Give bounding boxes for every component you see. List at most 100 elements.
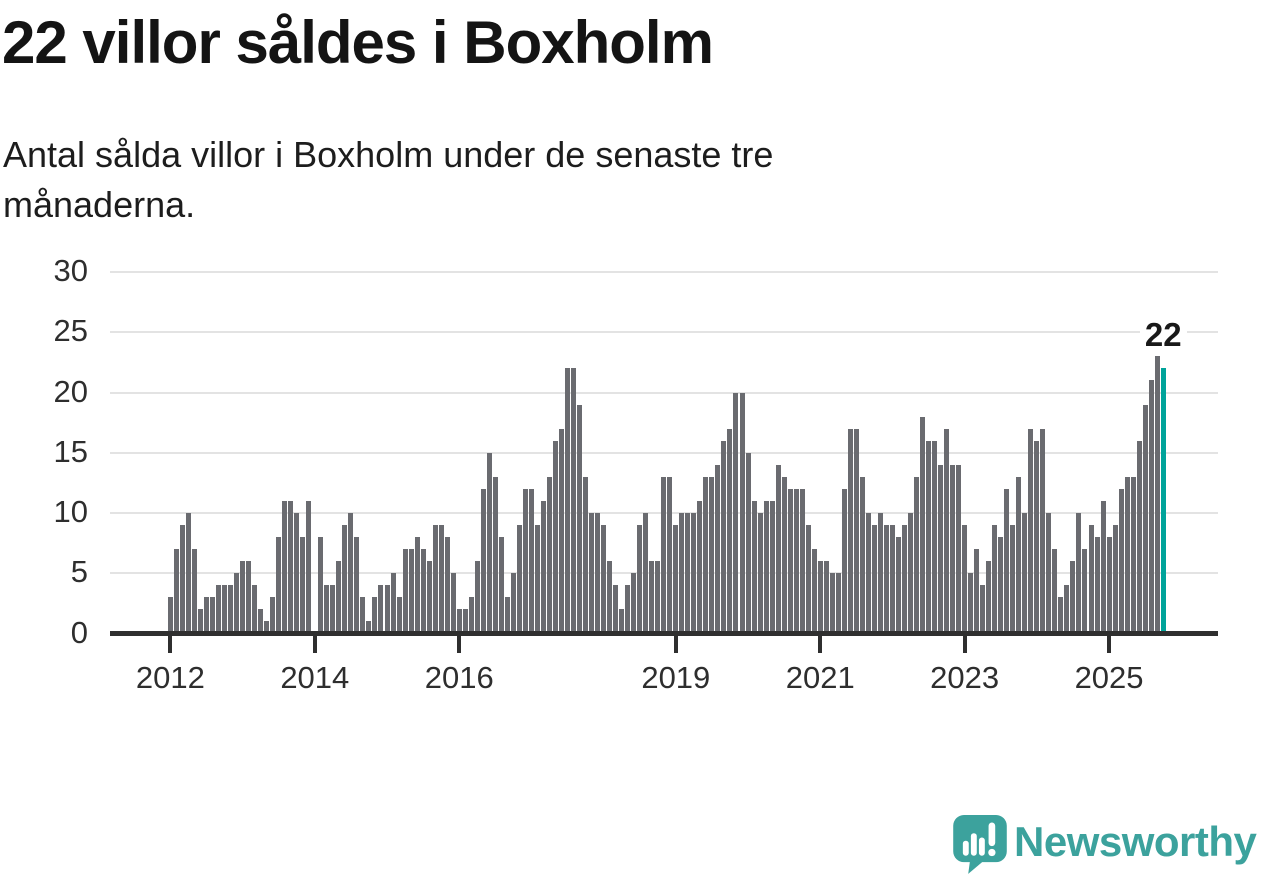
bar: [649, 561, 655, 634]
bar: [1046, 513, 1052, 634]
bar: [468, 597, 474, 634]
y-axis-label-30: 30: [53, 253, 88, 288]
bar: [853, 428, 859, 634]
bar: [432, 525, 438, 634]
bar: [914, 476, 919, 634]
bar: [709, 476, 715, 634]
bar: [210, 597, 216, 634]
bar: [396, 597, 402, 634]
bar: [769, 500, 775, 634]
bar: [583, 476, 589, 634]
bar: [348, 513, 354, 634]
bar: [1040, 428, 1046, 634]
bar: [1010, 525, 1016, 634]
bar: [932, 440, 938, 634]
bar: [703, 476, 709, 634]
bar: [938, 464, 944, 634]
bar: [1004, 488, 1010, 634]
y-axis-label-10: 10: [53, 494, 88, 529]
bar: [637, 525, 643, 634]
bar: [197, 609, 203, 634]
bar: [167, 597, 173, 634]
bar: [805, 525, 811, 634]
bar: [992, 525, 998, 634]
bar: [191, 549, 197, 634]
bar: [246, 561, 252, 634]
bar: [474, 561, 480, 634]
bar: [926, 440, 932, 634]
bar: [1064, 585, 1070, 634]
bar: [565, 368, 571, 634]
bar: [986, 561, 992, 634]
bar: [944, 428, 950, 634]
bar: [1034, 440, 1040, 634]
bar: [252, 585, 258, 634]
bar: [372, 597, 378, 634]
bar: [1142, 404, 1148, 634]
bar: [727, 428, 733, 634]
bar: [546, 476, 552, 634]
bar: [601, 525, 607, 634]
bar: [835, 573, 841, 634]
bar: [697, 500, 703, 634]
bar: [1124, 476, 1130, 634]
newsworthy-logo-icon: [953, 815, 1007, 874]
y-axis-label-5: 5: [70, 554, 88, 590]
bar: [552, 440, 558, 634]
bar: [354, 537, 360, 634]
bar: [763, 500, 769, 634]
y-axis-label-25: 25: [53, 313, 88, 349]
bar: [414, 537, 420, 634]
bar: [1106, 537, 1112, 634]
bar: [757, 513, 763, 634]
bar: [907, 513, 913, 634]
bar: [1136, 440, 1142, 634]
bar: [179, 525, 185, 634]
bar: [889, 525, 895, 634]
bar: [871, 525, 877, 634]
bar: [631, 573, 637, 634]
bar: [264, 621, 270, 634]
bar: [1028, 428, 1034, 634]
bar: [787, 488, 793, 634]
bar: [336, 561, 342, 634]
bar: [173, 549, 179, 634]
bar: [288, 500, 294, 634]
bar: [733, 392, 739, 634]
bar: [444, 537, 450, 634]
bar: [516, 525, 522, 634]
bar: [673, 525, 679, 634]
x-axis-label-2021: 2021: [785, 659, 855, 695]
bar: [661, 476, 667, 634]
bar: [300, 537, 306, 634]
highlighted-bar: [1160, 368, 1166, 634]
x-tick-2021: [818, 636, 823, 653]
bar: [492, 476, 498, 634]
bar: [1058, 597, 1064, 634]
bar: [877, 513, 883, 634]
bar: [817, 561, 823, 634]
bar: [956, 464, 962, 634]
x-tick-2012: [168, 636, 173, 653]
bar: [1016, 476, 1022, 634]
bar: [378, 585, 384, 634]
bar: [847, 428, 853, 634]
bar: [895, 537, 901, 634]
bar: [216, 585, 222, 634]
bar: [1154, 356, 1160, 634]
bar: [823, 561, 829, 634]
bar: [360, 597, 366, 634]
bar: [366, 621, 372, 634]
bar: [504, 597, 510, 634]
bar: [745, 452, 751, 634]
bar: [420, 549, 426, 634]
x-tick-2019: [673, 636, 678, 653]
x-axis-label-2019: 2019: [641, 659, 711, 695]
bar: [324, 585, 330, 634]
bar: [522, 488, 528, 634]
bar: [667, 476, 673, 634]
bar: [1022, 513, 1028, 634]
bar: [282, 500, 288, 634]
bar: [974, 549, 980, 634]
bar: [480, 488, 486, 634]
